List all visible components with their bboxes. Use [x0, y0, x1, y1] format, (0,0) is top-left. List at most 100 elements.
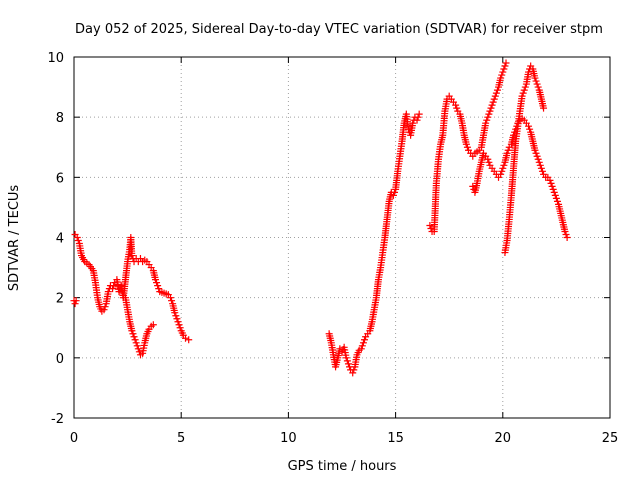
data-point: [463, 143, 471, 151]
data-point: [415, 110, 423, 118]
data-point: [540, 104, 548, 112]
data-point: [154, 282, 162, 290]
data-point: [181, 334, 189, 342]
data-point: [486, 107, 494, 115]
data-point: [526, 125, 534, 133]
data-point: [484, 113, 492, 121]
data-point: [503, 149, 511, 157]
data-point: [131, 336, 139, 344]
data-point: [532, 77, 540, 85]
data-point: [549, 185, 557, 193]
data-point: [548, 182, 556, 190]
data-point: [525, 68, 533, 76]
data-point: [168, 297, 176, 305]
data-point: [110, 282, 118, 290]
data-point: [563, 234, 571, 241]
data-point: [115, 288, 123, 296]
data-point: [153, 279, 161, 287]
data-point: [498, 167, 506, 175]
data-point: [488, 101, 496, 109]
data-point: [498, 71, 506, 79]
data-point: [413, 116, 421, 124]
data-point: [553, 197, 561, 205]
data-point: [171, 309, 179, 317]
data-point: [531, 146, 539, 154]
data-point: [453, 104, 461, 112]
data-point: [552, 194, 560, 202]
data-point: [534, 155, 542, 163]
data-point: [489, 98, 497, 106]
data-point: [562, 230, 570, 238]
data-point: [155, 285, 163, 293]
data-point: [104, 288, 112, 296]
data-point: [482, 119, 490, 127]
data-point: [532, 149, 540, 157]
data-point: [404, 125, 412, 133]
data-point: [547, 179, 555, 187]
chart-title: Day 052 of 2025, Sidereal Day-to-day VTE…: [75, 22, 603, 37]
x-tick-label: 15: [387, 431, 404, 446]
data-point: [357, 345, 365, 353]
data-point: [531, 74, 539, 82]
data-point: [537, 164, 545, 172]
x-tick-label: 10: [280, 431, 297, 446]
data-point: [561, 227, 569, 235]
data-point: [174, 318, 182, 326]
data-point: [349, 369, 357, 377]
data-point: [462, 140, 470, 148]
data-point: [485, 158, 493, 166]
data-point: [491, 92, 499, 100]
x-tick-label: 0: [70, 431, 78, 446]
x-tick-label: 5: [177, 431, 185, 446]
data-point: [518, 92, 526, 100]
axes: 0 5 10 15 20 25 -2 0 2 4 6 8 10: [47, 51, 618, 446]
data-point: [497, 74, 505, 82]
y-tick-label: 6: [56, 171, 64, 186]
data-point: [533, 152, 541, 160]
data-point: [469, 182, 477, 190]
data-point: [546, 176, 554, 184]
data-point: [499, 68, 507, 76]
y-tick-label: 0: [56, 352, 64, 367]
data-point: [74, 237, 82, 245]
data-point: [185, 336, 193, 344]
data-point: [536, 161, 544, 169]
data-point: [129, 330, 137, 338]
data-point: [409, 119, 417, 127]
data-point: [490, 95, 498, 103]
data-point: [389, 191, 397, 199]
data-point: [452, 101, 460, 109]
data-point: [550, 188, 558, 196]
data-point: [100, 306, 108, 314]
data-point: [344, 360, 352, 368]
data-point: [72, 297, 80, 305]
data-point: [497, 170, 505, 178]
data-point: [135, 348, 143, 356]
data-point: [427, 224, 435, 232]
data-point: [342, 354, 350, 362]
data-point: [130, 333, 138, 341]
data-point: [504, 146, 512, 154]
data-point: [551, 191, 559, 199]
data-point: [176, 324, 184, 332]
data-point: [501, 62, 509, 70]
data-point: [361, 336, 369, 344]
data-point: [534, 83, 542, 91]
data-point: [350, 366, 358, 374]
grid: [74, 57, 610, 418]
data-point: [520, 86, 528, 94]
data-point: [151, 276, 159, 284]
data-point: [73, 234, 81, 241]
data-point: [492, 89, 500, 97]
x-axis-title: GPS time / hours: [288, 459, 397, 474]
data-point: [359, 339, 367, 347]
data-point: [521, 83, 529, 91]
data-point: [132, 339, 140, 347]
data-point: [133, 342, 141, 350]
data-point: [128, 252, 136, 260]
y-axis-title: SDTVAR / TECUs: [7, 185, 22, 292]
data-point: [426, 221, 434, 229]
y-tick-label: 10: [47, 51, 64, 66]
data-point: [101, 303, 109, 311]
